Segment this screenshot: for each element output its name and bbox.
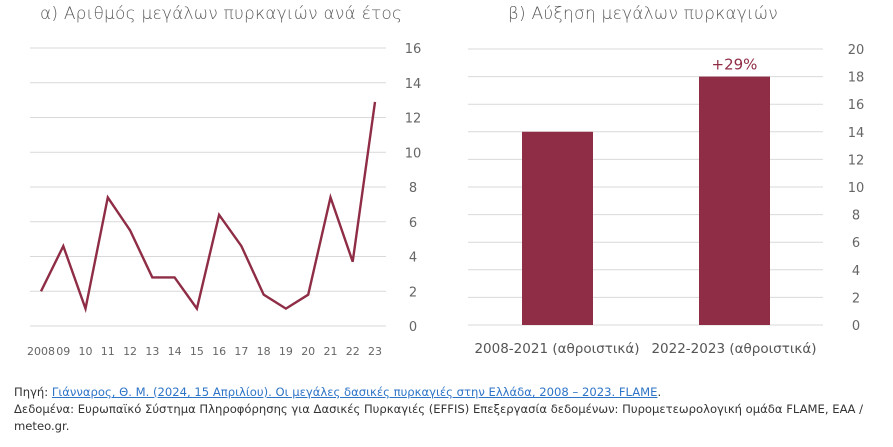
x-category-label: 2008-2021 (αθροιστικά) (474, 341, 639, 357)
bar-chart: 0 2 4 6 8 10 12 14 16 18 20 2008-2021 (αθροιστικά) 2… (468, 43, 865, 357)
x-tick-label: 19 (279, 345, 293, 358)
bar (699, 76, 770, 325)
y-tick-label: 8 (852, 209, 860, 224)
y-tick-label: 12 (848, 153, 865, 168)
x-category-label: 2022-2023 (αθροιστικά) (651, 341, 816, 357)
x-tick-label: 18 (257, 345, 271, 358)
y-tick-label: 0 (409, 320, 417, 335)
y-tick-label: 10 (848, 181, 865, 196)
line-series (39, 101, 377, 314)
y-tick-label: 16 (848, 98, 865, 113)
source-label: Πηγή: (14, 385, 52, 399)
source-link[interactable]: Γιάνναρος, Θ. Μ. (2024, 15 Απριλίου). Οι… (51, 385, 658, 399)
x-tick-label: 16 (212, 345, 226, 358)
y-tick-label: 8 (409, 181, 417, 196)
x-tick-label: 13 (145, 345, 159, 358)
x-tick-label: 14 (168, 345, 182, 358)
y-tick-label: 6 (852, 236, 860, 251)
y-tick-label: 6 (409, 216, 417, 231)
chart-b-title: β) Αύξηση μεγάλων πυρκαγιών (508, 4, 778, 24)
x-tick-label: 09 (56, 345, 70, 358)
x-tick-label: 22 (346, 345, 360, 358)
y-tick-label: 18 (848, 71, 865, 86)
data-credits: Δεδομένα: Ευρωπαϊκό Σύστημα Πληροφόρησης… (14, 402, 864, 433)
y-tick-label: 0 (852, 319, 860, 334)
x-tick-label: 20 (301, 345, 315, 358)
x-tick-label: 17 (234, 345, 248, 358)
bar-annotation: +29% (712, 56, 758, 74)
line-chart: 0 2 4 6 8 10 12 14 16 2008 09 10 11 12 13 14 15 16 17 18 19 2… (27, 42, 422, 358)
x-tick-label: 21 (323, 345, 337, 358)
source-line: Πηγή: Γιάνναρος, Θ. Μ. (2024, 15 Απριλίο… (14, 384, 880, 401)
y-tick-label: 12 (405, 112, 422, 127)
x-tick-label: 23 (368, 345, 382, 358)
y-tick-label: 20 (848, 43, 865, 58)
y-tick-label: 16 (405, 42, 422, 57)
y-tick-label: 4 (852, 264, 860, 279)
source-end: . (657, 385, 662, 399)
x-tick-label: 2008 (27, 345, 55, 358)
bar (522, 131, 593, 325)
x-tick-label: 15 (190, 345, 204, 358)
y-tick-label: 4 (409, 251, 417, 266)
x-tick-label: 11 (101, 345, 115, 358)
footer: Πηγή: Γιάνναρος, Θ. Μ. (2024, 15 Απριλίο… (14, 384, 880, 435)
chart-a-title: α) Αριθμός μεγάλων πυρκαγιών ανά έτος (40, 4, 403, 24)
x-tick-label: 12 (123, 345, 137, 358)
y-tick-label: 2 (409, 285, 417, 300)
y-tick-label: 2 (852, 291, 860, 306)
y-tick-label: 10 (405, 146, 422, 161)
y-tick-label: 14 (405, 77, 422, 92)
y-tick-label: 14 (848, 126, 865, 141)
x-tick-label: 10 (79, 345, 93, 358)
